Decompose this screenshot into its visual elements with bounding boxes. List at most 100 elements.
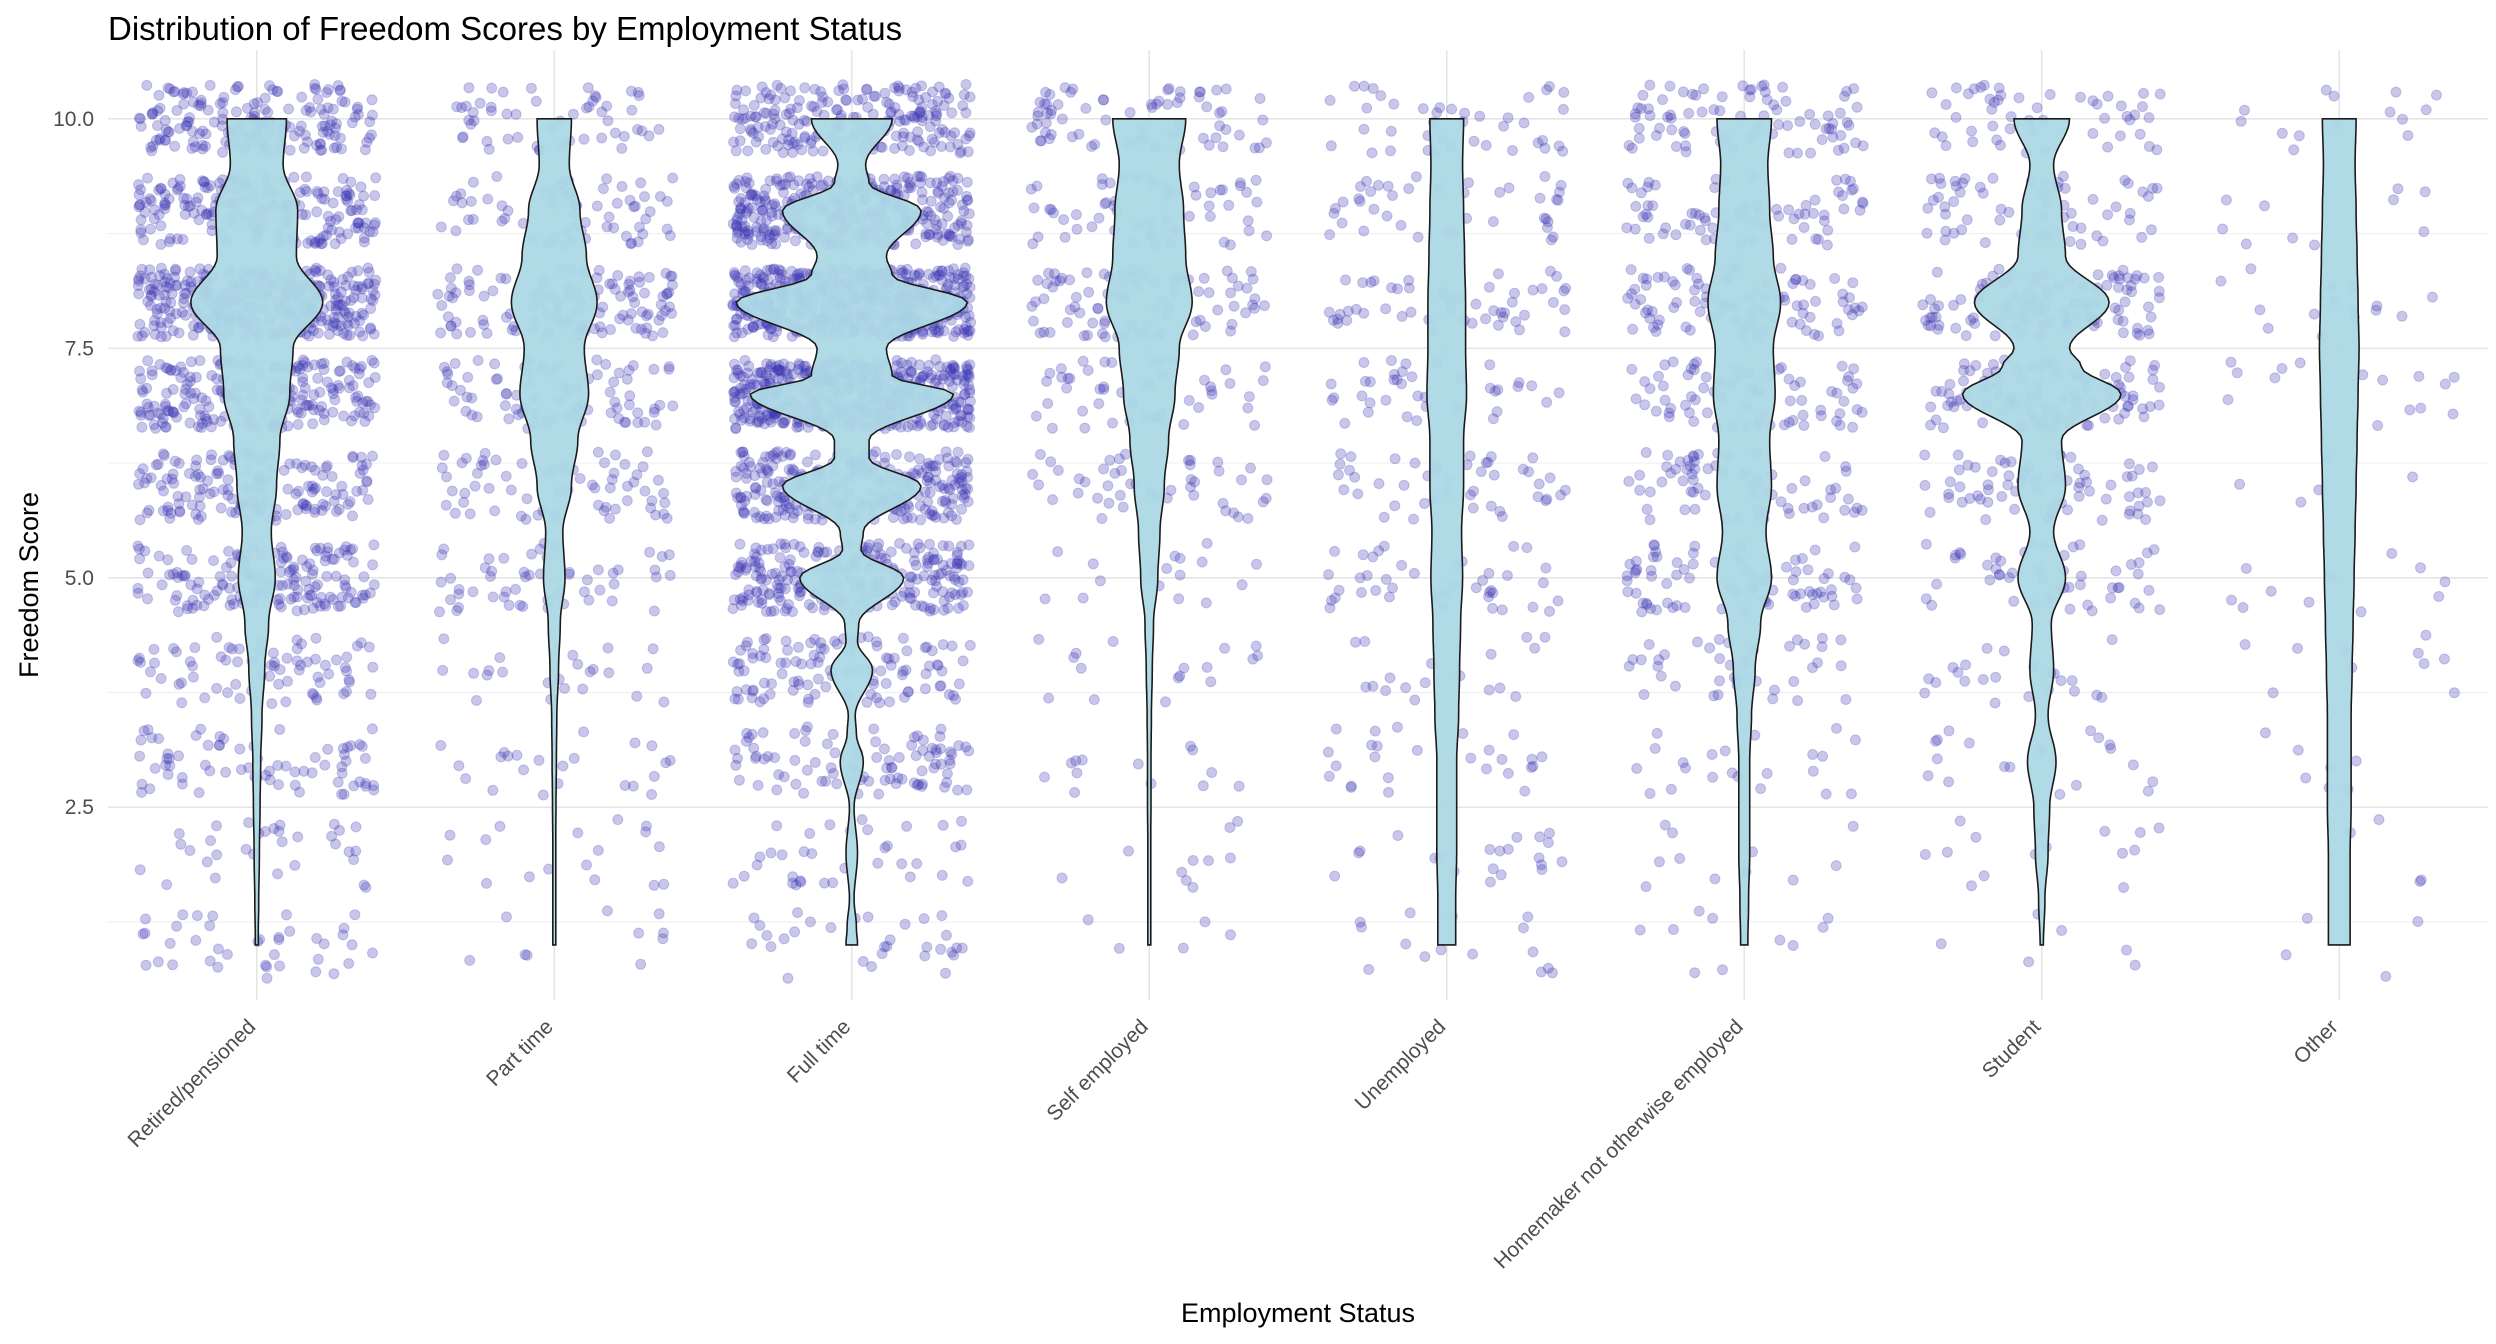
jitter-point xyxy=(1400,358,1412,370)
jitter-point xyxy=(307,325,319,337)
jitter-point xyxy=(623,364,635,376)
jitter-point xyxy=(959,388,971,400)
jitter-point xyxy=(222,484,234,496)
jitter-point xyxy=(139,206,151,218)
jitter-point xyxy=(352,265,364,277)
jitter-point xyxy=(155,182,167,194)
jitter-point xyxy=(1411,415,1423,427)
jitter-point xyxy=(664,569,676,581)
jitter-point xyxy=(456,197,468,209)
jitter-point xyxy=(962,234,974,246)
jitter-point xyxy=(1203,855,1214,867)
jitter-point xyxy=(277,546,289,558)
jitter-point xyxy=(323,328,335,340)
jitter-point xyxy=(248,98,260,110)
jitter-point xyxy=(304,558,316,570)
jitter-point xyxy=(312,671,324,683)
jitter-point xyxy=(179,388,191,400)
jitter-point xyxy=(191,910,203,922)
jitter-point xyxy=(300,171,312,183)
jitter-point xyxy=(1205,381,1217,393)
jitter-point xyxy=(1338,484,1350,496)
jitter-point xyxy=(960,79,972,90)
jitter-point xyxy=(629,297,641,309)
jitter-point xyxy=(1092,492,1104,504)
jitter-point xyxy=(1089,139,1101,150)
jitter-point xyxy=(303,399,315,411)
jitter-point xyxy=(318,364,330,375)
jitter-point xyxy=(192,468,204,480)
jitter-point xyxy=(953,678,965,690)
jitter-point xyxy=(132,587,144,599)
jitter-point xyxy=(312,372,324,384)
jitter-point xyxy=(1061,382,1073,394)
jitter-point xyxy=(142,567,154,579)
jitter-point xyxy=(1378,540,1390,552)
jitter-point xyxy=(435,576,447,588)
jitter-point xyxy=(1383,786,1394,798)
jitter-point xyxy=(483,143,495,155)
jitter-point xyxy=(325,274,337,286)
jitter-point xyxy=(162,769,174,780)
jitter-point xyxy=(167,406,179,418)
jitter-point xyxy=(940,929,952,941)
jitter-point xyxy=(436,300,448,311)
jitter-point xyxy=(215,502,227,514)
jitter-point xyxy=(1205,187,1217,199)
jitter-point xyxy=(485,571,496,582)
jitter-point xyxy=(297,389,309,401)
jitter-point xyxy=(310,482,322,494)
jitter-point xyxy=(339,579,351,591)
jitter-point xyxy=(193,787,205,799)
jitter-point xyxy=(1253,142,1265,154)
jitter-point xyxy=(1383,591,1395,603)
jitter-point xyxy=(1474,110,1486,122)
jitter-point xyxy=(211,468,223,480)
jitter-point xyxy=(370,172,382,184)
jitter-point xyxy=(498,591,510,603)
jitter-point xyxy=(157,448,169,460)
jitter-point xyxy=(356,460,368,472)
jitter-point xyxy=(345,295,357,306)
jitter-point xyxy=(587,663,599,675)
jitter-point xyxy=(351,485,363,497)
jitter-point xyxy=(596,132,608,144)
jitter-point xyxy=(1405,306,1417,318)
jitter-point xyxy=(262,106,274,118)
jitter-point xyxy=(1483,684,1495,696)
jitter-point xyxy=(1330,760,1342,772)
jitter-point xyxy=(1534,192,1546,204)
jitter-point xyxy=(273,779,284,791)
jitter-point xyxy=(302,656,313,668)
jitter-point xyxy=(1026,121,1038,133)
jitter-point xyxy=(269,657,280,668)
jitter-point xyxy=(612,270,624,281)
jitter-point xyxy=(1536,283,1548,295)
jitter-point xyxy=(264,774,276,786)
jitter-point xyxy=(789,728,801,739)
jitter-point xyxy=(444,272,456,284)
jitter-point xyxy=(153,209,165,221)
jitter-point xyxy=(930,511,942,523)
jitter-point xyxy=(314,138,326,150)
jitter-point xyxy=(140,687,152,699)
jitter-point xyxy=(432,288,444,300)
jitter-point xyxy=(194,500,206,512)
jitter-point xyxy=(195,510,207,522)
jitter-point xyxy=(1197,780,1209,792)
jitter-point xyxy=(208,116,220,128)
jitter-point xyxy=(727,603,739,615)
jitter-point xyxy=(306,687,318,699)
jitter-point xyxy=(1205,676,1217,688)
jitter-point xyxy=(640,826,652,838)
jitter-point xyxy=(327,388,339,400)
jitter-point xyxy=(1396,559,1408,571)
jitter-point xyxy=(782,644,793,656)
jitter-point xyxy=(344,329,356,341)
jitter-point xyxy=(330,214,342,225)
jitter-point xyxy=(166,288,178,300)
jitter-point xyxy=(343,846,355,858)
jitter-point xyxy=(1201,661,1213,673)
jitter-point xyxy=(154,270,166,282)
jitter-point xyxy=(1542,962,1554,974)
